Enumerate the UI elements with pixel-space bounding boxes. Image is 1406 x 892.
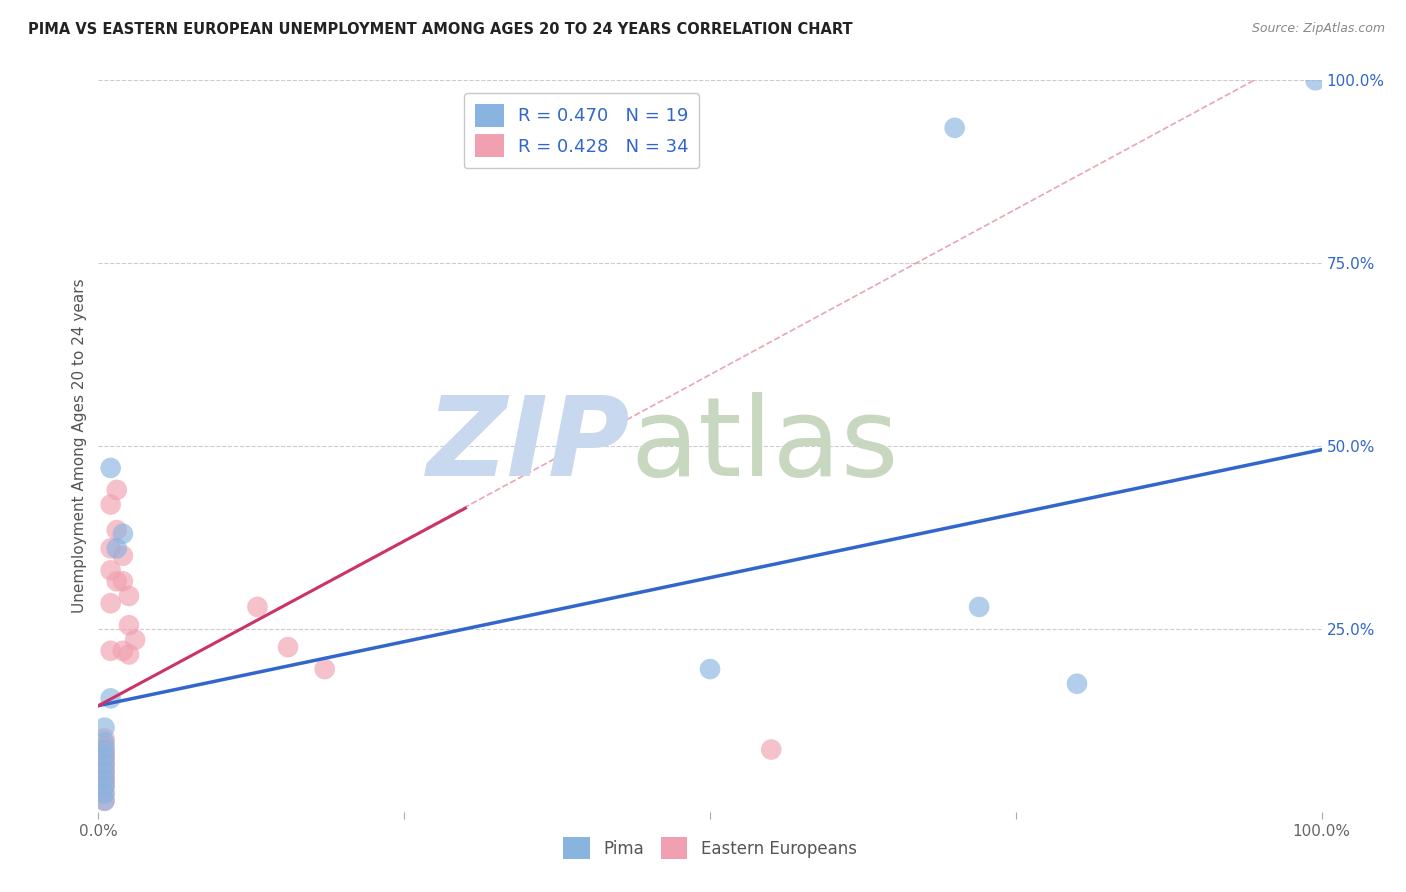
Text: atlas: atlas bbox=[630, 392, 898, 500]
Point bbox=[105, 541, 128, 556]
Point bbox=[111, 526, 134, 541]
Point bbox=[105, 523, 128, 537]
Point bbox=[93, 772, 115, 786]
Point bbox=[93, 721, 115, 735]
Point bbox=[761, 742, 783, 756]
Point bbox=[93, 742, 115, 756]
Point bbox=[93, 779, 115, 793]
Point bbox=[314, 662, 336, 676]
Point bbox=[93, 739, 115, 753]
Text: ZIP: ZIP bbox=[427, 392, 630, 500]
Point bbox=[93, 757, 115, 772]
Point bbox=[93, 794, 115, 808]
Point bbox=[100, 498, 122, 512]
Point bbox=[118, 589, 141, 603]
Point bbox=[118, 618, 141, 632]
Point bbox=[100, 563, 122, 577]
Point bbox=[246, 599, 269, 614]
Text: PIMA VS EASTERN EUROPEAN UNEMPLOYMENT AMONG AGES 20 TO 24 YEARS CORRELATION CHAR: PIMA VS EASTERN EUROPEAN UNEMPLOYMENT AM… bbox=[28, 22, 853, 37]
Point bbox=[943, 120, 966, 135]
Point bbox=[93, 746, 115, 760]
Legend: Pima, Eastern Europeans: Pima, Eastern Europeans bbox=[557, 830, 863, 865]
Point bbox=[1305, 73, 1327, 87]
Point bbox=[93, 787, 115, 801]
Point bbox=[111, 574, 134, 589]
Point bbox=[93, 787, 115, 801]
Y-axis label: Unemployment Among Ages 20 to 24 years: Unemployment Among Ages 20 to 24 years bbox=[72, 278, 87, 614]
Point bbox=[93, 779, 115, 793]
Point bbox=[93, 764, 115, 779]
Point bbox=[93, 794, 115, 808]
Point bbox=[93, 735, 115, 749]
Point bbox=[105, 483, 128, 497]
Point bbox=[93, 749, 115, 764]
Point bbox=[93, 761, 115, 775]
Point bbox=[277, 640, 299, 655]
Point bbox=[124, 632, 146, 647]
Point bbox=[93, 772, 115, 786]
Point bbox=[118, 648, 141, 662]
Point bbox=[93, 731, 115, 746]
Point bbox=[111, 549, 134, 563]
Point bbox=[1066, 676, 1088, 690]
Point bbox=[93, 768, 115, 782]
Point bbox=[93, 754, 115, 768]
Text: Source: ZipAtlas.com: Source: ZipAtlas.com bbox=[1251, 22, 1385, 36]
Point bbox=[105, 574, 128, 589]
Point bbox=[699, 662, 721, 676]
Point bbox=[100, 596, 122, 610]
Point bbox=[100, 644, 122, 658]
Point bbox=[93, 757, 115, 772]
Point bbox=[93, 746, 115, 760]
Point bbox=[100, 691, 122, 706]
Point bbox=[93, 749, 115, 764]
Point bbox=[93, 764, 115, 779]
Point bbox=[100, 461, 122, 475]
Point bbox=[967, 599, 990, 614]
Point bbox=[111, 644, 134, 658]
Point bbox=[93, 775, 115, 789]
Point bbox=[100, 541, 122, 556]
